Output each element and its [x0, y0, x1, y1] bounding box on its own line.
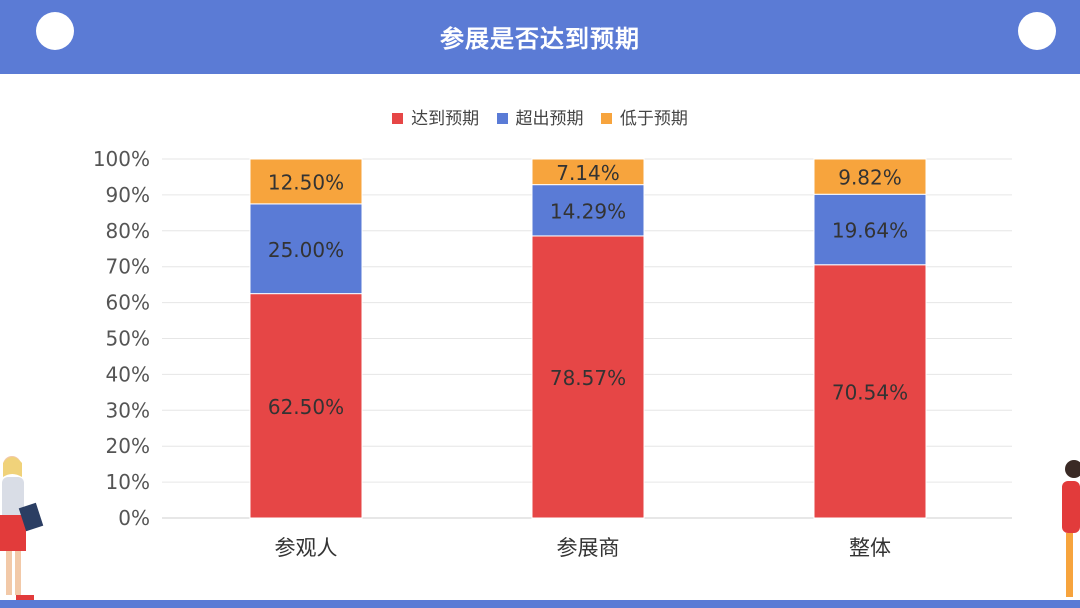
legend-item-below: 低于预期	[600, 104, 688, 129]
x-tick-label: 参展商	[557, 536, 620, 560]
bar-segment	[531, 235, 645, 519]
person-illustration-left	[0, 456, 44, 600]
bar-segment	[531, 184, 645, 237]
y-tick-label: 30%	[106, 398, 150, 422]
x-tick-label: 参观人	[275, 536, 338, 560]
data-label: 14.29%	[550, 199, 626, 223]
bar-segment	[249, 158, 363, 205]
data-label: 12.50%	[268, 170, 344, 194]
chart-legend: 达到预期 超出预期 低于预期	[0, 104, 1080, 129]
bar-segment	[531, 158, 645, 186]
data-label: 19.64%	[832, 219, 908, 243]
page-title: 参展是否达到预期	[440, 25, 640, 53]
header-bar: 参展是否达到预期	[0, 0, 1080, 74]
legend-swatch-below	[600, 113, 612, 124]
data-label: 9.82%	[838, 166, 902, 190]
data-label: 62.50%	[268, 395, 344, 419]
legend-swatch-exceeded	[496, 113, 508, 124]
y-tick-label: 20%	[106, 434, 150, 458]
y-tick-label: 40%	[106, 362, 150, 386]
legend-label-exceeded: 超出预期	[515, 109, 584, 129]
y-tick-label: 10%	[106, 470, 150, 494]
data-label: 25.00%	[268, 238, 344, 262]
bar-segment	[813, 158, 927, 195]
data-label: 78.57%	[550, 366, 626, 390]
circle-decoration-right	[1018, 12, 1056, 50]
legend-label-reached: 达到预期	[411, 109, 480, 129]
legend-swatch-reached	[392, 113, 404, 124]
data-label: 7.14%	[556, 161, 620, 185]
y-tick-label: 80%	[106, 219, 150, 243]
legend-item-exceeded: 超出预期	[496, 104, 584, 129]
x-tick-label: 整体	[849, 536, 891, 560]
y-tick-label: 70%	[106, 255, 150, 279]
y-tick-label: 0%	[118, 506, 150, 530]
y-tick-label: 50%	[106, 327, 150, 351]
bar-segment	[249, 203, 363, 295]
data-label: 70.54%	[832, 380, 908, 404]
person-illustration-right	[1062, 460, 1080, 597]
bar-segment	[813, 193, 927, 266]
bar-segment	[249, 293, 363, 519]
legend-label-below: 低于预期	[619, 109, 688, 129]
bar-segment	[813, 264, 927, 519]
legend-item-reached: 达到预期	[392, 104, 479, 129]
circle-decoration-left	[36, 12, 74, 50]
y-tick-label: 100%	[93, 147, 150, 171]
y-tick-label: 90%	[106, 183, 150, 207]
y-tick-label: 60%	[106, 291, 150, 315]
